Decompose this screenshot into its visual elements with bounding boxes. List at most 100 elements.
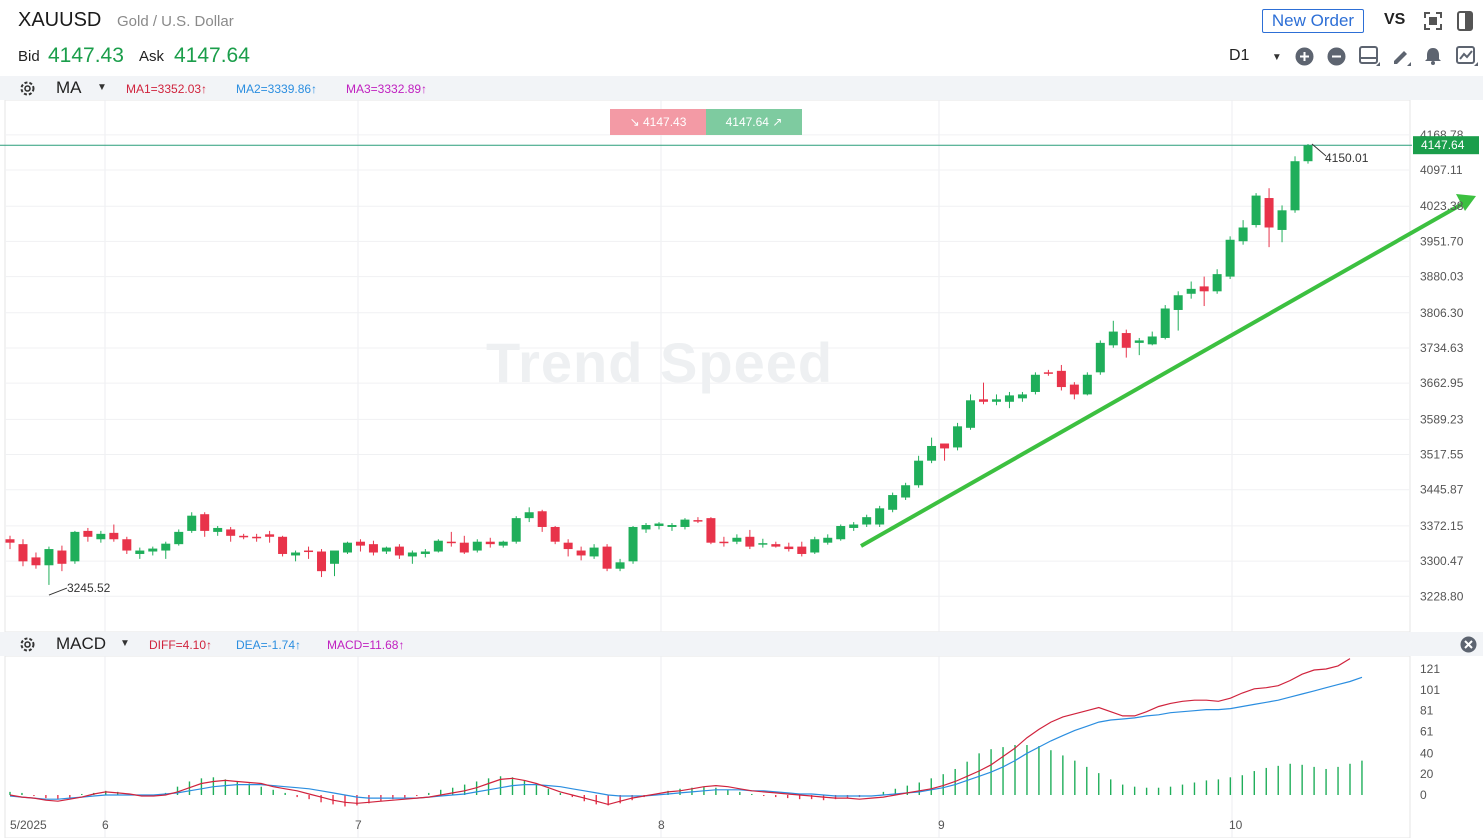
ma1-value: MA1=3352.03↑ [126,82,208,96]
arrow-up-right-icon: ↗ [772,115,783,129]
macd-axis-label: 121 [1420,662,1440,676]
candle-body [174,531,184,545]
quote-header: XAUUSD Gold / U.S. Dollar Bid 4147.43 As… [0,0,1483,76]
candle-body [433,540,443,552]
ask-label: Ask [139,48,165,65]
price-axis-label: 3517.55 [1420,448,1464,462]
bid-value: 4147.43 [48,44,124,67]
candle-body [1147,336,1157,345]
candle-body [1030,374,1040,392]
current-price-tag [1413,136,1479,155]
macd-axis-label: 0 [1420,788,1427,802]
zoom-in-icon[interactable] [1295,47,1314,66]
macd-value: MACD=11.68↑ [327,638,405,652]
high-marker-label: 4150.01 [1325,151,1369,165]
macd-axis-label: 20 [1420,767,1434,781]
candle-body [381,547,391,552]
buy-price-button[interactable]: 4147.64 ↗ [706,109,802,135]
candle-body [1277,210,1287,230]
candle-body [641,525,651,530]
candle-body [563,542,573,550]
macd-axis-label: 81 [1420,704,1434,718]
timeframe-selector[interactable]: D1 ▼ [1229,47,1282,65]
candle-body [602,546,612,569]
candle-body [680,519,690,527]
symbol-title[interactable]: XAUUSD [18,9,102,31]
candle-body [485,541,495,545]
candle-body [109,532,119,540]
price-chart[interactable]: 4150.013245.524168.784097.114023.383951.… [0,100,1483,838]
chevron-down-icon: ▼ [1271,52,1282,63]
macd-indicator-name[interactable]: MACD [56,634,107,653]
indicator-chart-icon[interactable] [1456,46,1478,67]
price-axis-label: 3372.15 [1420,519,1464,533]
buy-price-value: 4147.64 [725,115,769,129]
candle-body [849,524,859,528]
candle-body [1251,195,1261,226]
gear-icon[interactable] [19,80,36,97]
candle-body [278,536,288,554]
candle-body [576,550,586,556]
ma-indicator-name[interactable]: MA [56,78,82,97]
candle-body [1264,198,1274,228]
price-axis-label: 3806.30 [1420,306,1464,320]
candle-body [784,546,794,550]
candle-body [1238,227,1248,242]
price-axis-label: 3734.63 [1420,341,1464,355]
new-order-button[interactable]: New Order [1262,9,1364,33]
candle-body [1017,394,1027,399]
ma-indicator-bar: MA ▼ MA1=3352.03↑ MA2=3339.86↑ MA3=3332.… [0,76,1483,100]
candle-body [628,526,638,562]
candle-body [953,426,963,448]
candle-body [304,550,314,553]
macd-axis-label: 101 [1420,683,1440,697]
candle-body [979,399,988,402]
candle-body [550,526,560,542]
candle-body [706,518,716,543]
candle-body [291,552,301,556]
price-axis-label: 4023.38 [1420,199,1464,213]
candle-body [355,541,365,546]
time-axis-label: 5/2025 [10,818,47,832]
candle-body [394,546,404,556]
candle-body [1108,331,1118,346]
time-axis-label: 10 [1229,818,1243,832]
candle-body [44,549,54,566]
low-marker-label: 3245.52 [67,581,111,595]
price-axis-label: 3445.87 [1420,483,1464,497]
layout-icon[interactable] [1359,46,1381,67]
close-icon[interactable] [1460,636,1477,653]
candle-body [940,443,950,449]
candle-body [330,550,339,564]
time-axis-label: 7 [355,818,362,832]
candle-body [368,544,378,553]
vs-compare-button[interactable]: VS [1384,11,1406,28]
ask-value: 4147.64 [174,44,250,67]
fullscreen-icon[interactable] [1424,12,1442,30]
alert-bell-icon[interactable] [1424,46,1444,67]
candle-body [991,399,1001,402]
chevron-down-icon[interactable]: ▼ [120,638,130,649]
candle-body [31,557,41,566]
candle-body [1056,370,1066,388]
candle-body [213,527,223,532]
candle-body [83,530,93,537]
candle-body [148,548,158,552]
time-axis-label: 8 [658,818,665,832]
panel-toggle-icon[interactable] [1457,11,1473,31]
candle-body [226,529,236,536]
candle-body [1290,161,1300,211]
candle-body [459,542,469,553]
zoom-out-icon[interactable] [1327,47,1346,66]
sell-price-button[interactable]: ↘ 4147.43 [610,109,706,135]
candle-body [1043,372,1053,374]
candle-body [407,552,417,557]
symbol-name: Gold / U.S. Dollar [117,13,234,30]
sell-price-value: 4147.43 [643,115,687,129]
chevron-down-icon[interactable]: ▼ [97,82,107,93]
gear-icon[interactable] [19,636,36,653]
candle-body [420,551,430,554]
candle-body [342,542,352,553]
candle-body [472,541,482,551]
draw-pencil-icon[interactable] [1391,46,1411,67]
